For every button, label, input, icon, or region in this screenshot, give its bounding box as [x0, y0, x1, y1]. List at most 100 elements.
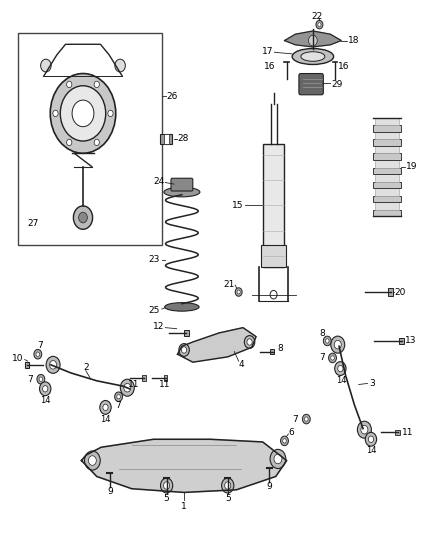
Text: 16: 16: [338, 62, 350, 70]
Circle shape: [103, 404, 108, 410]
Bar: [373, 154, 401, 160]
Circle shape: [331, 356, 334, 360]
Bar: [184, 330, 189, 336]
Circle shape: [316, 20, 323, 29]
Circle shape: [117, 394, 120, 399]
Text: 3: 3: [370, 379, 375, 388]
Circle shape: [225, 482, 231, 489]
Bar: [373, 125, 401, 132]
Bar: [373, 209, 401, 216]
Text: 13: 13: [405, 336, 417, 345]
Text: 6: 6: [289, 429, 295, 438]
Circle shape: [338, 366, 343, 372]
Polygon shape: [81, 439, 287, 492]
Text: 16: 16: [264, 62, 276, 70]
Circle shape: [37, 374, 45, 384]
Circle shape: [124, 383, 131, 392]
Bar: [263, 144, 284, 266]
Text: 18: 18: [348, 36, 359, 45]
Text: 14: 14: [367, 447, 377, 456]
Circle shape: [49, 361, 57, 369]
Text: 11: 11: [159, 380, 170, 389]
Circle shape: [41, 59, 51, 72]
Bar: [375, 188, 399, 196]
Text: 9: 9: [266, 482, 272, 491]
FancyBboxPatch shape: [171, 178, 193, 191]
Bar: [373, 196, 401, 202]
Circle shape: [115, 392, 123, 401]
Circle shape: [42, 385, 48, 392]
Circle shape: [72, 100, 94, 127]
Circle shape: [46, 357, 60, 373]
Circle shape: [163, 482, 170, 489]
Text: 10: 10: [12, 354, 23, 363]
Text: 17: 17: [262, 47, 274, 55]
Text: 11: 11: [128, 380, 140, 389]
Bar: [375, 118, 399, 125]
Circle shape: [334, 341, 341, 349]
Text: 7: 7: [116, 401, 121, 410]
Circle shape: [328, 353, 336, 363]
Text: 29: 29: [331, 79, 343, 88]
Bar: [25, 362, 29, 368]
Text: 7: 7: [27, 375, 33, 384]
Bar: [388, 288, 393, 296]
Circle shape: [323, 336, 331, 346]
Circle shape: [85, 451, 100, 470]
Text: 19: 19: [406, 163, 417, 171]
Circle shape: [36, 352, 39, 357]
Circle shape: [244, 336, 255, 349]
Circle shape: [304, 417, 308, 421]
Circle shape: [365, 432, 377, 446]
Circle shape: [179, 344, 189, 357]
Circle shape: [67, 81, 72, 87]
FancyBboxPatch shape: [299, 74, 323, 95]
Text: 20: 20: [394, 287, 406, 296]
Bar: [270, 349, 275, 354]
Circle shape: [237, 290, 240, 294]
Circle shape: [181, 347, 187, 353]
Bar: [18, 33, 162, 245]
Circle shape: [274, 454, 282, 464]
Circle shape: [270, 449, 286, 469]
Circle shape: [60, 86, 106, 141]
Circle shape: [88, 456, 96, 465]
Ellipse shape: [301, 52, 325, 61]
Circle shape: [94, 81, 99, 87]
Bar: [163, 134, 169, 144]
Circle shape: [39, 377, 42, 381]
Text: 28: 28: [177, 134, 189, 143]
Circle shape: [108, 110, 113, 117]
Circle shape: [270, 290, 277, 299]
Circle shape: [39, 382, 51, 395]
Circle shape: [335, 362, 346, 375]
Ellipse shape: [165, 303, 199, 311]
Circle shape: [302, 414, 310, 424]
Circle shape: [331, 336, 345, 353]
Bar: [373, 182, 401, 188]
Circle shape: [357, 421, 371, 438]
Text: 5: 5: [164, 494, 170, 503]
Text: 27: 27: [27, 220, 38, 229]
Circle shape: [318, 23, 321, 27]
Bar: [396, 430, 400, 435]
Bar: [142, 375, 146, 381]
Text: 4: 4: [239, 360, 244, 369]
Text: 8: 8: [277, 344, 283, 353]
Circle shape: [222, 478, 234, 493]
Circle shape: [53, 110, 58, 117]
Bar: [375, 202, 399, 209]
Circle shape: [235, 288, 242, 296]
Text: 25: 25: [148, 305, 160, 314]
Bar: [163, 375, 167, 381]
Circle shape: [361, 425, 368, 434]
Text: 23: 23: [148, 255, 160, 264]
Text: 11: 11: [402, 428, 413, 437]
Text: 7: 7: [37, 341, 43, 350]
Text: 7: 7: [293, 415, 298, 424]
Bar: [159, 134, 172, 144]
Circle shape: [160, 478, 173, 493]
Circle shape: [67, 139, 72, 146]
Circle shape: [34, 350, 42, 359]
Bar: [375, 132, 399, 140]
